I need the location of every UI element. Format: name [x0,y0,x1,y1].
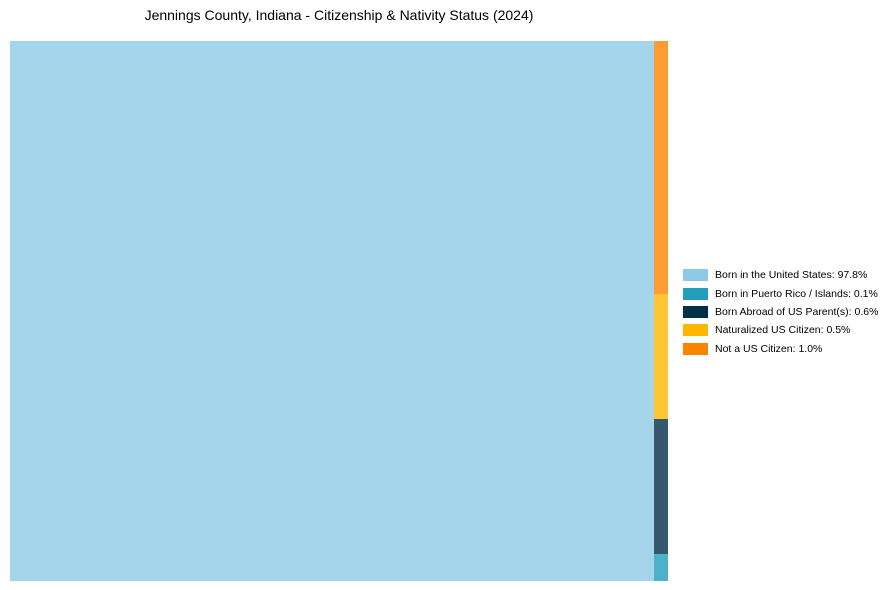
legend-row: Naturalized US Citizen: 0.5% [683,321,878,339]
treemap-strip-segment-not-a-us-citizen[interactable] [653,41,668,294]
chart-title: Jennings County, Indiana - Citizenship &… [144,7,534,23]
legend-label: Naturalized US Citizen: 0.5% [715,324,851,337]
legend-swatch-icon [683,287,708,300]
treemap-strip-segment-naturalized-us-citizen[interactable] [653,293,668,419]
legend-row: Born Abroad of US Parent(s): 0.6% [683,303,878,321]
legend-swatch-icon [683,324,708,337]
treemap-rect-born-in-us[interactable] [10,41,654,581]
legend-swatch-icon [683,269,708,282]
legend: Born in the United States: 97.8% Born in … [683,266,878,358]
treemap-strip-segment-born-abroad-of-us-parent-s[interactable] [653,418,668,554]
legend-row: Born in Puerto Rico / Islands: 0.1% [683,284,878,302]
legend-swatch-icon [683,305,708,318]
legend-label: Born in Puerto Rico / Islands: 0.1% [715,287,878,300]
legend-label: Born Abroad of US Parent(s): 0.6% [715,305,879,318]
legend-row: Not a US Citizen: 1.0% [683,340,878,358]
legend-row: Born in the United States: 97.8% [683,266,878,284]
treemap-plot-area [10,41,668,581]
treemap-minority-strip [653,41,668,581]
legend-label: Born in the United States: 97.8% [715,269,868,282]
legend-swatch-icon [683,342,708,355]
treemap-strip-segment-born-in-puerto-rico-islands[interactable] [653,553,668,581]
legend-label: Not a US Citizen: 1.0% [715,342,823,355]
